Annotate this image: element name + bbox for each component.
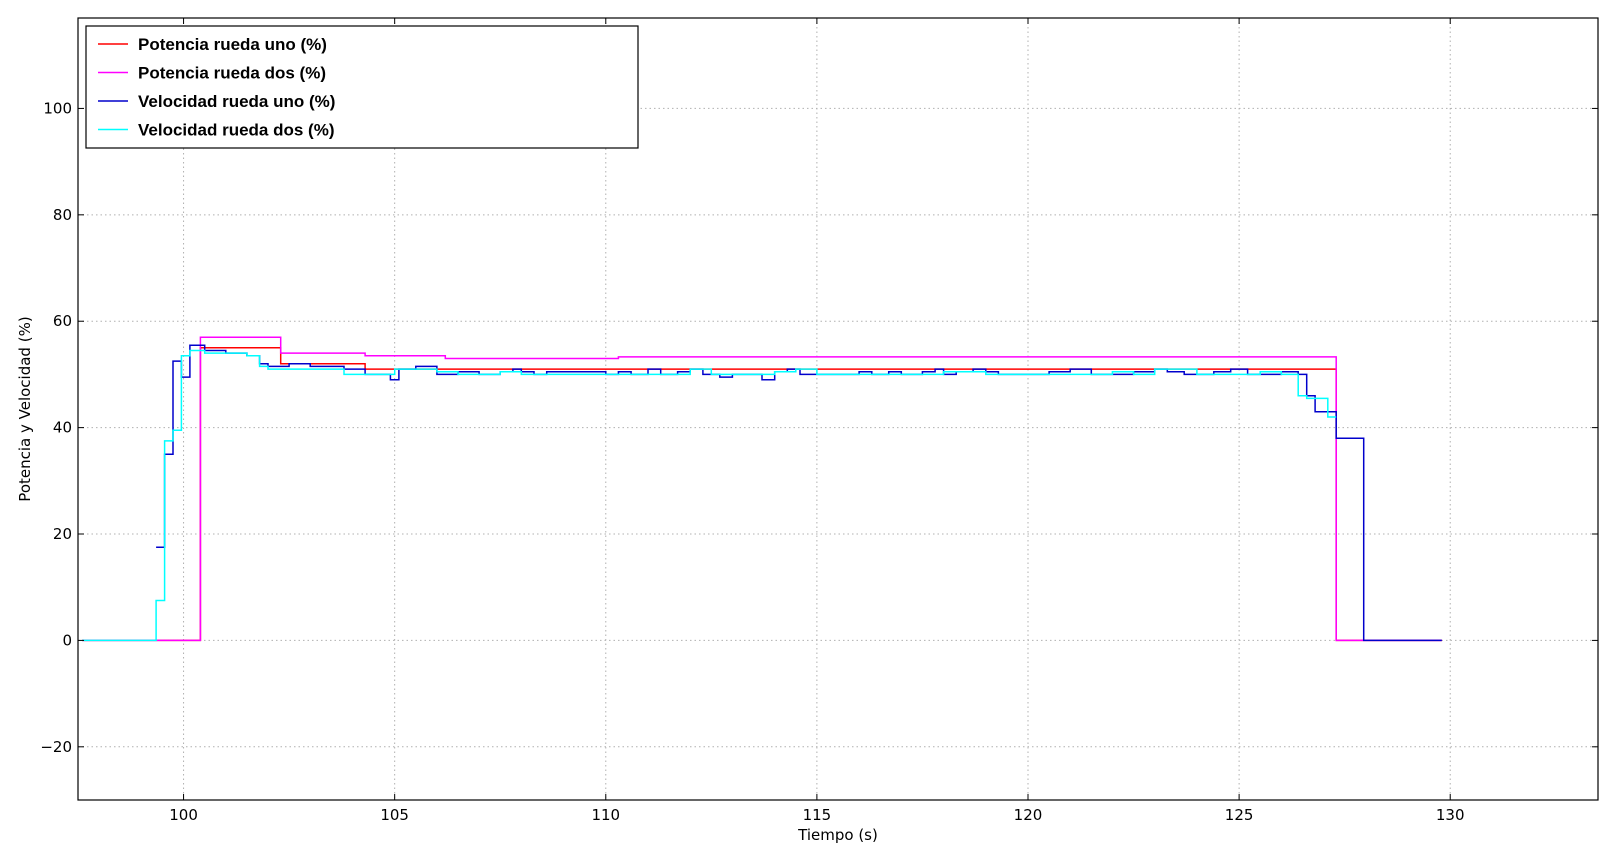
y-tick-label: 60 <box>53 312 72 330</box>
series-line-2 <box>82 336 1442 642</box>
y-tick-label: 40 <box>53 419 72 437</box>
y-tick-label: 20 <box>53 525 72 543</box>
x-tick-label: 115 <box>803 806 832 824</box>
y-tick-label: 80 <box>53 206 72 224</box>
y-axis-label: Potencia y Velocidad (%) <box>16 316 34 501</box>
legend: Potencia rueda uno (%) Potencia rueda dos… <box>85 25 639 149</box>
x-tick-label: 125 <box>1225 806 1254 824</box>
y-tick-label: 100 <box>43 99 72 117</box>
x-tick-label: 100 <box>169 806 198 824</box>
legend-label: Potencia rueda uno (%) <box>138 35 327 54</box>
x-tick-label: 105 <box>380 806 409 824</box>
legend-label: Potencia rueda dos (%) <box>138 64 326 83</box>
plot-area <box>82 336 1442 642</box>
legend-box <box>85 25 639 149</box>
axis-ticks: 100 105 110 115 120 125 130 −20 0 20 40 60 80 100 <box>40 18 1598 824</box>
legend-label: Velocidad rueda dos (%) <box>138 121 335 140</box>
y-tick-label: −20 <box>40 738 72 756</box>
x-axis-label: Tiempo (s) <box>797 826 878 844</box>
x-tick-label: 130 <box>1436 806 1465 824</box>
legend-label: Velocidad rueda uno (%) <box>138 92 335 111</box>
y-tick-label: 0 <box>62 631 72 649</box>
series-line-4 <box>82 349 1337 642</box>
x-tick-label: 110 <box>591 806 620 824</box>
x-tick-label: 120 <box>1014 806 1043 824</box>
plot-frame <box>77 17 1599 801</box>
